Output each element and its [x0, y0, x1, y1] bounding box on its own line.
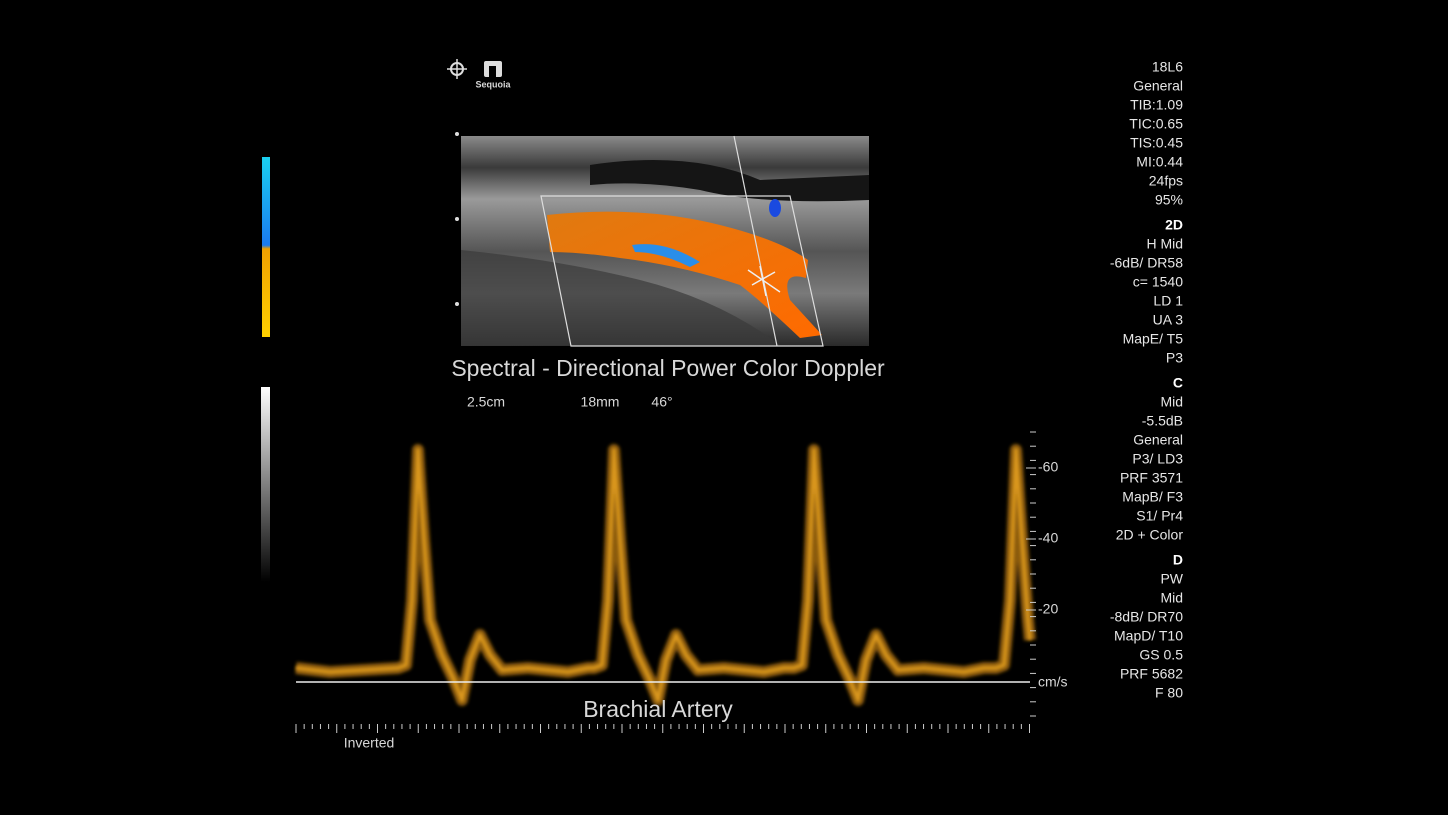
parameter: F 80 [1155, 685, 1183, 701]
parameter: PW [1160, 571, 1183, 587]
parameter: TIS:0.45 [1130, 135, 1183, 151]
parameter-heading: 2D [1165, 217, 1183, 233]
parameter: Mid [1160, 394, 1183, 410]
parameter: 24fps [1149, 173, 1183, 189]
gray-scale-bar [261, 387, 270, 582]
gate-size: 18mm [581, 394, 620, 410]
logo: Sequoia [447, 59, 511, 89]
parameter: S1/ Pr4 [1136, 508, 1183, 524]
parameter: P3 [1166, 350, 1183, 366]
parameter-panel: 18L6 General TIB:1.09 TIC:0.65 TIS:0.45 MI:0.… [1110, 59, 1184, 701]
doppler-spectrum [295, 444, 1036, 706]
mode-title: Spectral - Directional Power Color Doppl… [451, 355, 885, 381]
parameter: MapD/ T10 [1114, 628, 1183, 644]
parameter: -5.5dB [1142, 413, 1183, 429]
parameter: 18L6 [1152, 59, 1183, 75]
parameter: GS 0.5 [1139, 647, 1183, 663]
parameter: 2D + Color [1116, 527, 1184, 543]
ultrasound-image [455, 132, 869, 347]
scale-label: -60 [1038, 459, 1058, 475]
angle: 46° [651, 394, 672, 410]
scale-label: -40 [1038, 530, 1058, 546]
parameter: TIB:1.09 [1130, 97, 1183, 113]
parameter: Mid [1160, 590, 1183, 606]
parameter: PRF 5682 [1120, 666, 1183, 682]
vessel-label: Brachial Artery [583, 696, 733, 722]
parameter: LD 1 [1153, 293, 1183, 309]
parameter-heading: C [1173, 375, 1183, 391]
parameter: General [1133, 78, 1183, 94]
parameter: MI:0.44 [1136, 154, 1183, 170]
parameter: c= 1540 [1133, 274, 1183, 290]
spectrum-trace [295, 448, 1032, 702]
scale-ticks: -60 -40 -20 [295, 431, 1058, 733]
parameter: 95% [1155, 192, 1183, 208]
inverted-label: Inverted [344, 735, 395, 751]
parameter: MapB/ F3 [1122, 489, 1183, 505]
color-scale-bar [262, 157, 270, 337]
parameter-heading: D [1173, 552, 1183, 568]
parameter: -8dB/ DR70 [1110, 609, 1183, 625]
parameter: UA 3 [1153, 312, 1184, 328]
velocity-unit: cm/s [1038, 674, 1068, 690]
parameter: TIC:0.65 [1129, 116, 1183, 132]
logo-text: Sequoia [475, 79, 511, 89]
parameter: PRF 3571 [1120, 470, 1183, 486]
scale-label: -20 [1038, 601, 1058, 617]
parameter: -6dB/ DR58 [1110, 255, 1183, 271]
parameter: MapE/ T5 [1123, 331, 1184, 347]
depth: 2.5cm [467, 394, 505, 410]
parameter: P3/ LD3 [1132, 451, 1183, 467]
parameter: H Mid [1146, 236, 1183, 252]
parameter: General [1133, 432, 1183, 448]
